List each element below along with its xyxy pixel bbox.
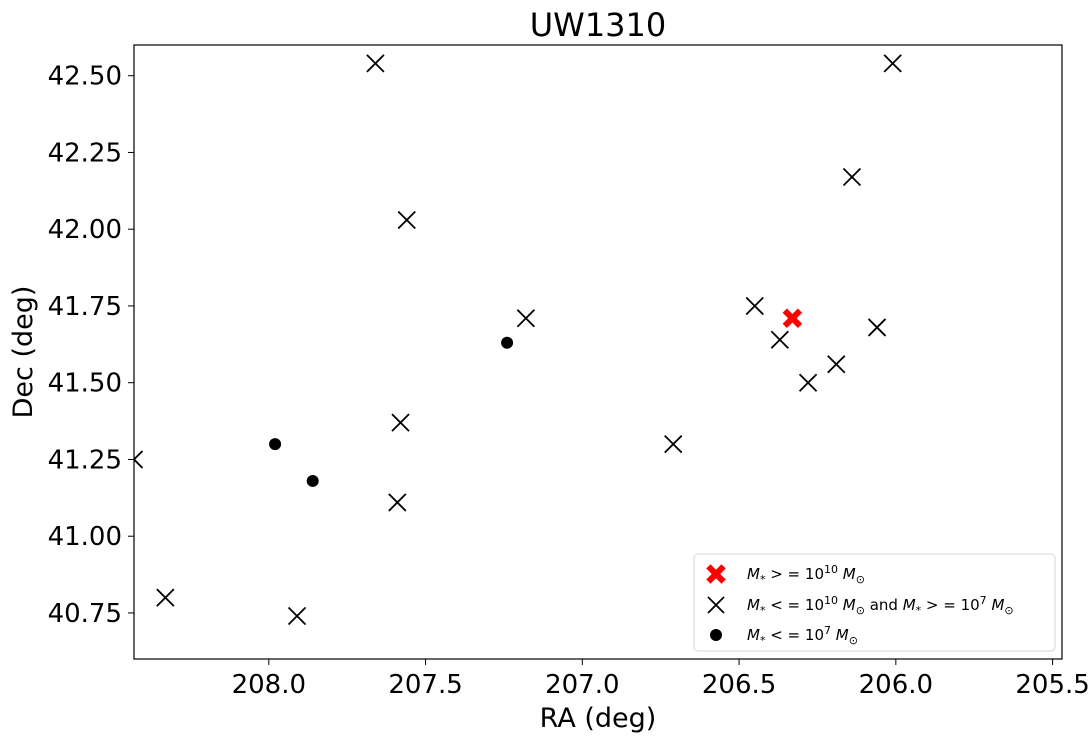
x-axis-label: RA (deg) (540, 703, 657, 734)
x-tick-label: 207.5 (388, 670, 462, 700)
y-axis-label: Dec (deg) (8, 286, 39, 419)
y-tick-label: 41.25 (48, 445, 122, 475)
y-tick-label: 41.50 (48, 369, 122, 399)
data-point-x (287, 606, 307, 626)
data-point-x (391, 413, 410, 432)
data-point-x (798, 373, 818, 392)
legend: M* > = 1010 M⊙ M* < = 1010 M⊙ and M* > = … (693, 553, 1056, 652)
data-point-x (156, 588, 175, 607)
plot-frame (133, 44, 1063, 660)
data-point-circle (306, 474, 319, 487)
legend-marker (710, 629, 722, 641)
y-tick-label: 42.00 (48, 215, 122, 245)
y-tick-label: 41.75 (48, 292, 122, 322)
legend-marker (707, 596, 725, 614)
data-point-x (664, 434, 683, 454)
data-point-x (397, 210, 416, 230)
data-point-x (827, 355, 846, 374)
legend-label: M* < = 107 M⊙ (747, 624, 858, 647)
data-point-x (842, 167, 862, 187)
data-point-x (867, 318, 887, 337)
chart-title: UW1310 (530, 6, 667, 44)
data-point-x (366, 54, 385, 73)
data-point-circle (269, 438, 282, 451)
legend-label: M* < = 1010 M⊙ and M* > = 107 M⊙ (747, 594, 1014, 617)
data-point-x (883, 54, 902, 73)
y-tick-label: 41.00 (48, 522, 122, 552)
data-point-circle (501, 336, 514, 349)
y-tick-label: 42.25 (48, 138, 122, 168)
y-axis: 40.75 41.00 41.25 41.50 41.75 42.00 42.25 42.50 (48, 62, 134, 629)
data-point-x (134, 450, 144, 469)
x-tick-label: 206.5 (702, 670, 776, 700)
data-points (134, 54, 902, 626)
x-tick-label: 205.5 (1015, 670, 1088, 700)
data-point-x (388, 493, 407, 512)
x-tick-label: 206.0 (859, 670, 933, 700)
legend-box (693, 553, 1056, 652)
y-tick-label: 40.75 (48, 599, 122, 629)
legend-label: M* > = 1010 M⊙ (747, 563, 865, 586)
data-point-filled-x (782, 308, 803, 328)
data-point-x (516, 309, 536, 328)
x-tick-label: 207.0 (545, 670, 619, 700)
y-tick-label: 42.50 (48, 62, 122, 92)
data-point-x (745, 296, 764, 316)
data-point-x (770, 330, 789, 349)
legend-marker (706, 564, 726, 584)
x-axis: 208.0 207.5 207.0 206.5 206.0 205.5 (232, 659, 1088, 700)
x-tick-label: 208.0 (232, 670, 306, 700)
